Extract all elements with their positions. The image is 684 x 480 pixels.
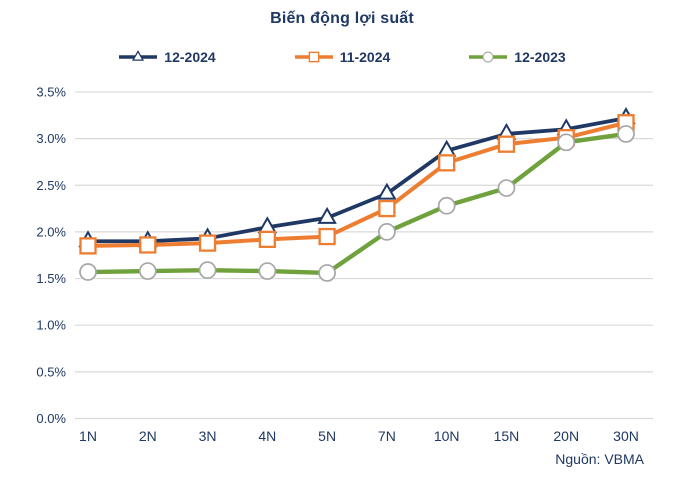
svg-text:4N: 4N	[258, 428, 276, 444]
legend-label: 11-2024	[339, 49, 391, 65]
legend-item-12-2024: 12-2024	[118, 48, 216, 66]
legend-label: 12-2023	[514, 49, 566, 65]
svg-text:15N: 15N	[494, 428, 520, 444]
svg-text:7N: 7N	[378, 428, 396, 444]
legend-item-12-2023: 12-2023	[468, 48, 566, 66]
svg-text:1.0%: 1.0%	[36, 318, 66, 333]
svg-text:0.5%: 0.5%	[36, 364, 66, 379]
svg-text:0.0%: 0.0%	[36, 411, 66, 426]
svg-text:10N: 10N	[434, 428, 460, 444]
source-note: Nguồn: VBMA	[555, 451, 644, 467]
svg-text:20N: 20N	[553, 428, 579, 444]
legend-marker-circle-icon	[469, 51, 508, 63]
legend: 12-2024 11-2024 12-2023	[0, 48, 684, 66]
svg-text:2.5%: 2.5%	[36, 178, 66, 193]
legend-marker-triangle-icon	[119, 50, 158, 61]
legend-item-11-2024: 11-2024	[294, 48, 391, 66]
svg-text:5N: 5N	[318, 428, 336, 444]
x-axis-labels: 1N 2N 3N 4N 5N 7N 10N 15N 20N 30N	[79, 428, 639, 444]
svg-text:2N: 2N	[139, 428, 157, 444]
series-12-2023	[79, 125, 635, 282]
svg-text:3N: 3N	[199, 428, 217, 444]
series-12-2024	[78, 107, 636, 248]
legend-label: 12-2024	[164, 49, 216, 65]
chart-title: Biến động lợi suất	[270, 10, 414, 27]
svg-text:3.5%: 3.5%	[36, 84, 66, 99]
svg-text:1.5%: 1.5%	[36, 271, 66, 286]
series-11-2024	[79, 114, 635, 255]
y-axis-labels: 0.0% 0.5% 1.0% 1.5% 2.0% 2.5% 3.0% 3.5%	[36, 84, 66, 426]
svg-text:2.0%: 2.0%	[36, 224, 66, 239]
legend-marker-square-icon	[294, 51, 333, 63]
svg-text:30N: 30N	[613, 428, 639, 444]
svg-text:1N: 1N	[79, 428, 97, 444]
svg-text:3.0%: 3.0%	[36, 131, 66, 146]
